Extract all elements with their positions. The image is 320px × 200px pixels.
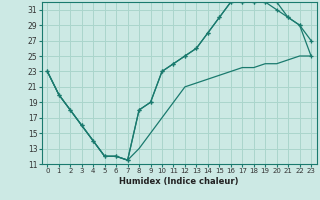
- X-axis label: Humidex (Indice chaleur): Humidex (Indice chaleur): [119, 177, 239, 186]
